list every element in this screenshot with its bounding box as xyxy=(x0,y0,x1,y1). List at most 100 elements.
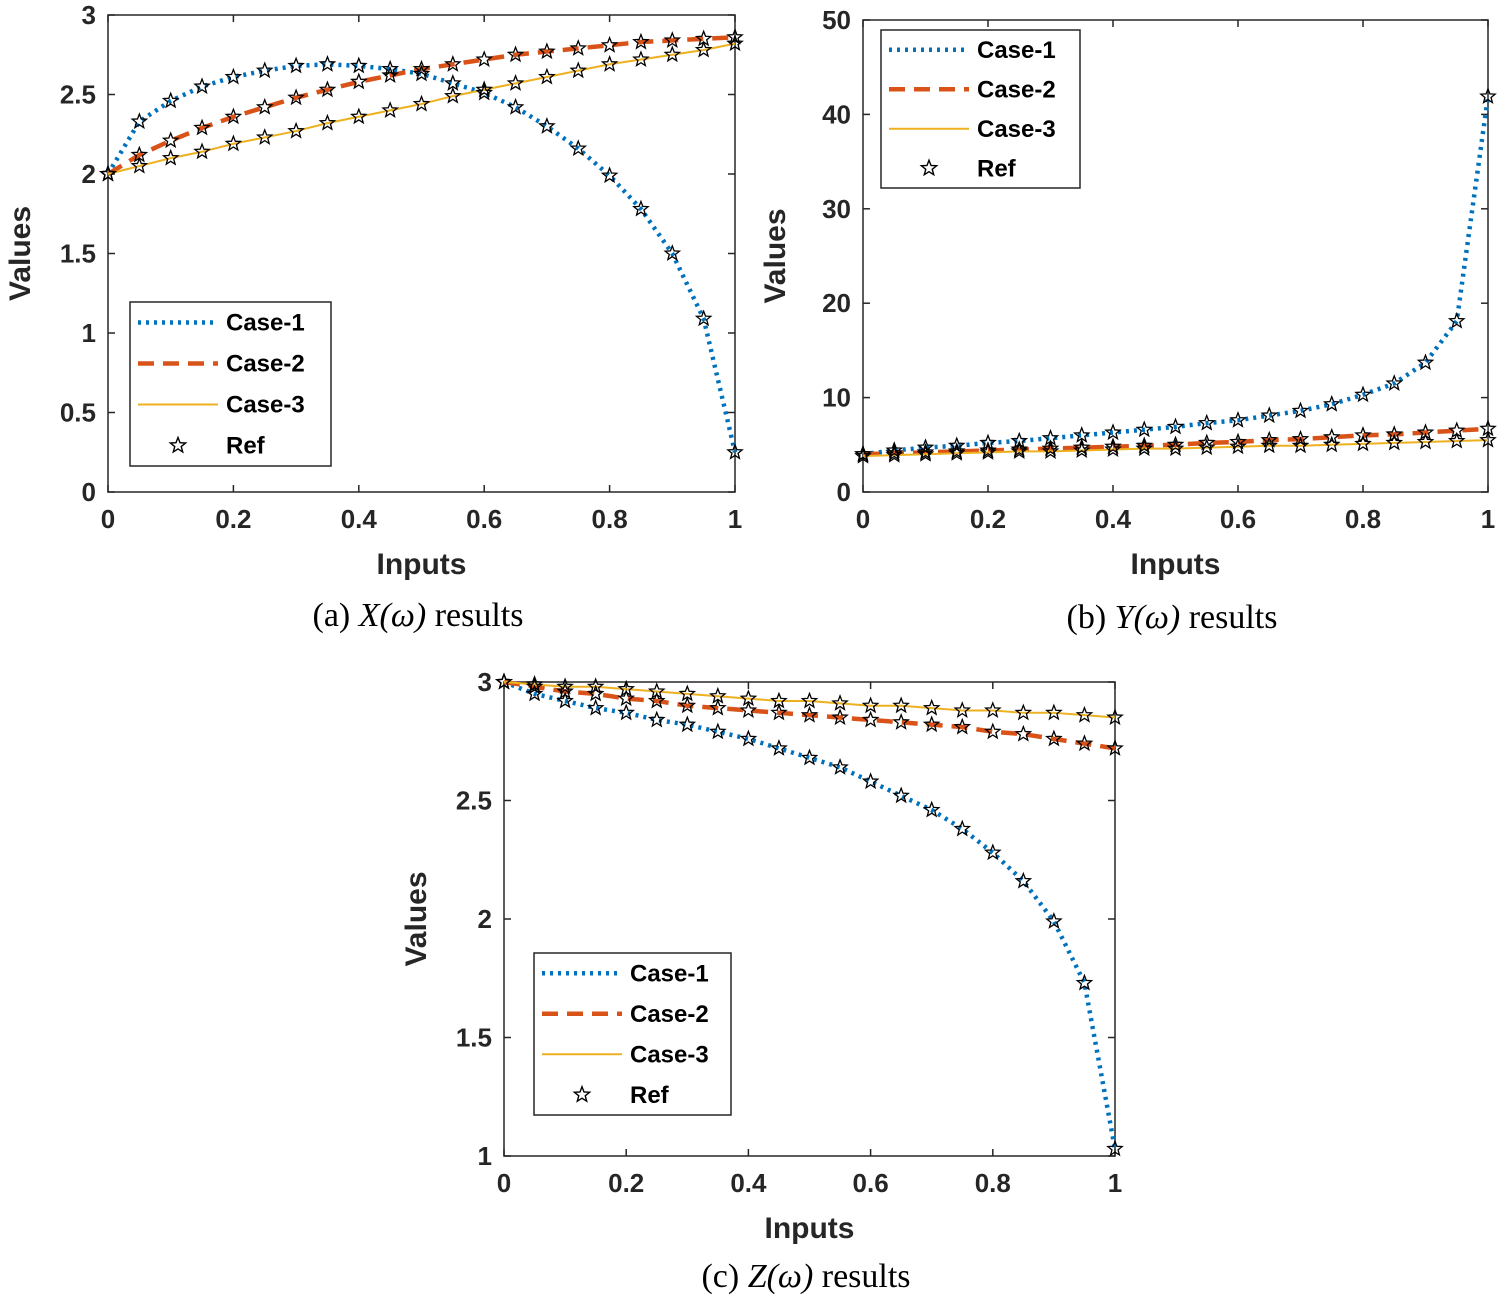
ref-marker xyxy=(1197,413,1216,431)
ref-marker xyxy=(1354,385,1372,403)
y-tick-label: 2 xyxy=(478,904,492,934)
ref-marker xyxy=(586,677,605,695)
ref-marker xyxy=(739,689,758,707)
ref-marker xyxy=(1010,442,1029,459)
ref-marker xyxy=(193,142,211,160)
chart-c: 0 0.2 0.4 0.6 0.8 1 1 1.5 2 2.5 3 Inputs Values Case-… xyxy=(400,667,1124,1295)
y-tick-label: 2 xyxy=(82,159,96,189)
y-tick-label: 40 xyxy=(822,99,851,129)
ref-marker xyxy=(381,101,400,118)
ref-marker xyxy=(586,684,605,702)
ref-marker xyxy=(708,686,727,704)
y-tick-label: 1 xyxy=(478,1141,492,1171)
ref-marker xyxy=(130,156,149,174)
ref-marker xyxy=(538,67,556,85)
y-tick-label: 10 xyxy=(822,383,851,413)
ref-marker xyxy=(831,758,849,775)
ref-marker xyxy=(663,244,682,262)
legend-label: Case-3 xyxy=(630,1041,709,1068)
legend-label: Case-1 xyxy=(977,37,1056,64)
ref-marker xyxy=(694,309,713,327)
ref-marker xyxy=(953,717,972,735)
ref-marker xyxy=(506,45,525,63)
ref-marker xyxy=(1229,437,1247,455)
ref-marker xyxy=(922,800,941,818)
ref-marker xyxy=(1075,705,1094,723)
ref-marker xyxy=(694,40,713,58)
ref-marker xyxy=(161,91,180,109)
ref-marker xyxy=(739,729,758,747)
ref-marker xyxy=(1322,435,1341,453)
ref-marker xyxy=(708,698,727,716)
series-line-case-3 xyxy=(107,42,736,175)
ref-marker xyxy=(892,786,911,804)
ref-marker xyxy=(318,54,337,72)
legend: Case-1 Case-2 Case-3 Ref xyxy=(880,29,1081,189)
ref-marker xyxy=(318,80,337,98)
x-tick-label: 0.2 xyxy=(970,504,1006,534)
x-tick-label: 0.6 xyxy=(466,504,502,534)
ref-marker xyxy=(255,61,274,79)
ref-marker xyxy=(1106,1139,1124,1157)
ref-marker xyxy=(726,34,744,52)
ref-marker xyxy=(1197,433,1216,451)
x-tick-label: 0.6 xyxy=(1220,504,1256,534)
ref-marker xyxy=(525,675,544,692)
ref-marker xyxy=(1135,439,1154,457)
ref-marker xyxy=(600,166,619,184)
x-tick-label: 0.8 xyxy=(1345,504,1381,534)
ref-marker xyxy=(861,696,880,714)
y-tick-label: 0 xyxy=(837,477,851,507)
legend-label: Case-1 xyxy=(630,960,709,987)
legend-label: Case-3 xyxy=(977,116,1056,143)
legend-label: Case-2 xyxy=(630,1001,709,1028)
series-line-case-1 xyxy=(503,679,1118,1150)
ref-marker xyxy=(800,691,819,709)
ref-marker xyxy=(739,701,758,718)
ref-marker xyxy=(1045,703,1063,721)
ref-marker xyxy=(678,684,697,702)
y-axis-label: Values xyxy=(4,206,37,301)
legend-star-icon xyxy=(572,1084,592,1103)
series-line-case-1 xyxy=(106,62,738,453)
ref-marker xyxy=(1104,423,1122,441)
legend-label: Ref xyxy=(630,1082,670,1109)
ref-marker xyxy=(475,50,494,68)
x-tick-label: 0.4 xyxy=(1095,504,1132,534)
ref-marker xyxy=(1041,439,1060,457)
ref-marker xyxy=(349,56,368,74)
x-tick-label: 0.6 xyxy=(853,1168,889,1198)
ref-marker xyxy=(1322,394,1341,412)
caption: (b) Y(ω) results xyxy=(1067,599,1278,636)
x-tick-label: 0.4 xyxy=(730,1168,767,1198)
legend-label: Case-2 xyxy=(226,351,305,378)
y-tick-label: 1 xyxy=(82,318,96,348)
ref-marker xyxy=(600,35,619,53)
legend: Case-1 Case-2 Case-3 Ref xyxy=(129,301,332,467)
x-tick-label: 0 xyxy=(497,1168,511,1198)
ref-marker xyxy=(193,77,211,95)
caption-prefix: (b) xyxy=(1067,599,1115,636)
ref-marker xyxy=(947,436,966,454)
ref-marker xyxy=(1072,441,1091,459)
ref-marker xyxy=(1385,425,1404,442)
ref-marker xyxy=(556,682,574,700)
legend-label: Case-3 xyxy=(226,392,305,419)
ref-marker xyxy=(1479,87,1497,105)
ref-marker xyxy=(922,698,941,716)
ref-marker xyxy=(1075,734,1094,752)
x-tick-label: 0.8 xyxy=(975,1168,1011,1198)
ref-marker xyxy=(1291,436,1310,454)
ref-marker xyxy=(1104,437,1122,455)
ref-marker xyxy=(569,39,588,56)
ref-marker xyxy=(885,445,904,463)
chart-a: 0 0.2 0.4 0.6 0.8 1 0 0.5 1 1.5 2 2.5 3 Inputs Values C… xyxy=(4,0,744,634)
x-tick-label: 1 xyxy=(728,504,742,534)
ref-marker xyxy=(224,67,243,85)
x-tick-label: 1 xyxy=(1481,504,1495,534)
x-axis-label: Inputs xyxy=(377,548,467,581)
ref-marker xyxy=(161,131,180,149)
ref-marker xyxy=(569,61,588,79)
ref-marker xyxy=(224,107,243,125)
ref-marker xyxy=(443,74,462,91)
